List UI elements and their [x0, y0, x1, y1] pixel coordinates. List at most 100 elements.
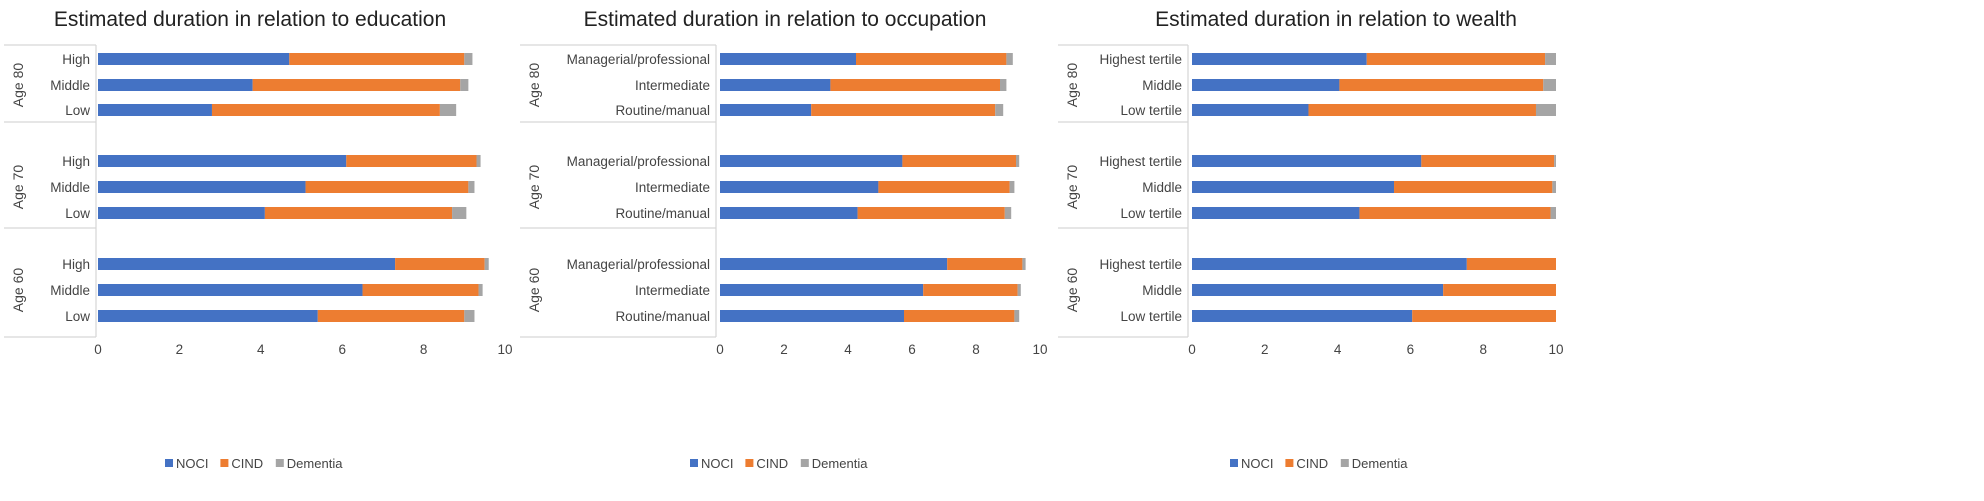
legend-swatch-noci	[165, 459, 173, 467]
category-label: Middle	[50, 78, 90, 93]
bar-dementia	[468, 181, 475, 193]
category-label: Low tertile	[1120, 103, 1182, 118]
x-tick-label: 0	[94, 342, 102, 357]
bar-dementia	[464, 310, 475, 322]
bar-dementia	[476, 155, 481, 167]
category-label: High	[62, 52, 90, 67]
x-tick-label: 6	[338, 342, 346, 357]
x-tick-label: 0	[716, 342, 724, 357]
category-label: Highest tertile	[1099, 257, 1182, 272]
legend-label: Dementia	[1352, 456, 1408, 471]
bar-cind	[830, 79, 1000, 91]
legend-swatch-cind	[1285, 459, 1294, 467]
bar-cind	[1359, 207, 1551, 219]
legend-label: CIND	[1296, 456, 1328, 471]
bar-cind	[1339, 79, 1544, 91]
category-label: Routine/manual	[615, 206, 710, 221]
bar-noci	[720, 284, 924, 296]
bar-dementia	[1000, 79, 1007, 91]
legend-label: CIND	[756, 456, 788, 471]
bar-noci	[98, 79, 253, 91]
bar-dementia	[1009, 181, 1015, 193]
category-label: Low	[65, 103, 90, 118]
category-label: Intermediate	[635, 180, 710, 195]
x-tick-label: 8	[1479, 342, 1487, 357]
bar-noci	[1192, 79, 1340, 91]
bar-cind	[904, 310, 1015, 322]
bar-noci	[1192, 155, 1422, 167]
bar-dementia	[1014, 310, 1020, 322]
bar-cind	[947, 258, 1023, 270]
category-label: Middle	[50, 283, 90, 298]
bar-noci	[1192, 104, 1309, 116]
bar-noci	[1192, 53, 1367, 65]
x-tick-label: 6	[908, 342, 916, 357]
legend-label: NOCI	[1241, 456, 1274, 471]
chart-panel-1: Age 80 High Middle Low Age 70 High Middle Low Ag…	[4, 44, 513, 471]
bar-noci	[98, 284, 363, 296]
bar-noci	[98, 155, 347, 167]
x-tick-label: 10	[1548, 342, 1563, 357]
bar-noci	[98, 181, 306, 193]
group-label: Age 60	[526, 268, 542, 313]
bar-dementia	[1554, 155, 1556, 167]
bar-dementia	[995, 104, 1004, 116]
bar-cind	[252, 79, 461, 91]
category-label: Middle	[1142, 283, 1182, 298]
bar-dementia	[1535, 104, 1556, 116]
chart-panel-3: Age 80 Highest tertile Middle Low tertile Ag…	[1058, 44, 1564, 471]
legend-swatch-dementia	[275, 459, 284, 467]
group-label: Age 60	[1064, 268, 1080, 313]
group-label: Age 70	[1064, 165, 1080, 210]
bar-cind	[878, 181, 1010, 193]
bar-cind	[857, 207, 1005, 219]
bar-noci	[1192, 258, 1467, 270]
category-label: Low tertile	[1120, 206, 1182, 221]
bar-dementia	[464, 53, 473, 65]
bar-dementia	[452, 207, 467, 219]
bar-cind	[856, 53, 1007, 65]
legend: NOCI CIND Dementia	[165, 456, 343, 471]
bar-noci	[98, 53, 290, 65]
group-label: Age 60	[10, 268, 26, 313]
legend-label: Dementia	[812, 456, 868, 471]
bar-dementia	[484, 258, 489, 270]
legend-label: Dementia	[287, 456, 343, 471]
bar-cind	[923, 284, 1018, 296]
bar-noci	[1192, 310, 1413, 322]
bar-dementia	[1016, 155, 1020, 167]
bar-cind	[211, 104, 440, 116]
group-label: Age 80	[10, 63, 26, 108]
chart-title-occupation: Estimated duration in relation to occupa…	[584, 8, 987, 31]
x-tick-label: 4	[1334, 342, 1342, 357]
bar-dementia	[1550, 207, 1556, 219]
category-label: Intermediate	[635, 78, 710, 93]
bar-noci	[720, 258, 948, 270]
x-tick-label: 8	[972, 342, 980, 357]
bar-dementia	[1552, 181, 1556, 193]
bar-cind	[1421, 155, 1555, 167]
bar-noci	[1192, 284, 1444, 296]
bar-noci	[720, 207, 858, 219]
bar-dementia	[460, 79, 469, 91]
x-tick-label: 4	[257, 342, 265, 357]
legend: NOCI CIND Dementia	[1230, 456, 1408, 471]
bar-noci	[98, 258, 396, 270]
bar-noci	[98, 310, 318, 322]
bar-noci	[98, 104, 212, 116]
category-label: Managerial/professional	[567, 52, 710, 67]
bar-dementia	[439, 104, 457, 116]
bar-dementia	[478, 284, 483, 296]
group-label: Age 80	[526, 63, 542, 108]
bar-cind	[264, 207, 453, 219]
bar-noci	[1192, 181, 1395, 193]
x-tick-label: 6	[1407, 342, 1415, 357]
legend-swatch-dementia	[800, 459, 809, 467]
x-tick-label: 10	[497, 342, 512, 357]
bar-noci	[720, 104, 812, 116]
x-tick-label: 2	[176, 342, 184, 357]
legend-label: NOCI	[701, 456, 734, 471]
x-tick-label: 2	[780, 342, 788, 357]
category-label: Managerial/professional	[567, 154, 710, 169]
